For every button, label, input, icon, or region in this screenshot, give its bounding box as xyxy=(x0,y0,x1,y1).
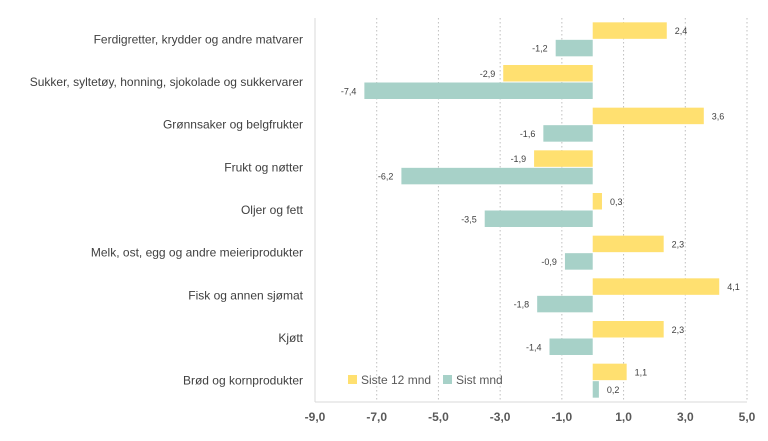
data-label-sist-mnd-frukt-og-nøtter: -6,2 xyxy=(378,172,394,182)
category-labels: Ferdigretter, krydder og andre matvarer S… xyxy=(30,32,304,387)
x-tick-label: -3,0 xyxy=(490,410,511,424)
category-label-melk-ost-egg-og-andre-meieriprodukter: Melk, ost, egg og andre meieriprodukter xyxy=(91,246,303,260)
x-tick-label: -7,0 xyxy=(366,410,387,424)
category-label-brød-og-kornprodukter: Brød og kornprodukter xyxy=(183,374,303,388)
x-tick-label: -5,0 xyxy=(428,410,449,424)
data-label-siste-12-mnd-melk-ost-egg-og-andre-meieriprodukter: 2,3 xyxy=(672,239,685,249)
bar-sist-mnd-oljer-og-fett xyxy=(484,210,593,227)
legend-swatch-siste-12-mnd xyxy=(348,375,357,384)
data-label-sist-mnd-sukker-syltetøy-honning-sjokolade-og-sukkervarer: -7,4 xyxy=(341,86,357,96)
category-label-kjøtt: Kjøtt xyxy=(278,331,303,345)
bar-siste-12-mnd-melk-ost-egg-og-andre-meieriprodukter xyxy=(592,235,664,253)
category-label-fisk-og-annen-sjømat: Fisk og annen sjømat xyxy=(188,288,303,302)
bar-siste-12-mnd-ferdigretter-krydder-og-andre-matvarer xyxy=(592,22,667,39)
bar-siste-12-mnd-frukt-og-nøtter xyxy=(534,150,593,167)
legend-label-sist-mnd: Sist mnd xyxy=(456,373,503,387)
category-label-grønnsaker-og-belgfrukter: Grønnsaker og belgfrukter xyxy=(163,118,303,132)
legend-label-siste-12-mnd: Siste 12 mnd xyxy=(361,373,431,387)
x-tick-label: 1,0 xyxy=(615,410,632,424)
bar-sist-mnd-frukt-og-nøtter xyxy=(401,167,593,185)
bar-sist-mnd-sukker-syltetøy-honning-sjokolade-og-sukkervarer xyxy=(364,82,593,99)
bars: 2,4 -1,2 -2,9 -7,4 3,6 -1,6 -1,9 -6,2 0,3 -3,5 2,3… xyxy=(341,22,740,398)
data-label-siste-12-mnd-ferdigretter-krydder-og-andre-matvarer: 2,4 xyxy=(675,26,688,36)
bar-siste-12-mnd-oljer-og-fett xyxy=(592,193,602,210)
bar-siste-12-mnd-kjøtt xyxy=(592,321,664,338)
data-label-sist-mnd-brød-og-kornprodukter: 0,2 xyxy=(607,385,620,395)
data-label-siste-12-mnd-fisk-og-annen-sjømat: 4,1 xyxy=(727,282,740,292)
data-label-sist-mnd-grønnsaker-og-belgfrukter: -1,6 xyxy=(520,129,536,139)
x-tick-label: -9,0 xyxy=(305,410,326,424)
grid-lines xyxy=(314,18,748,403)
x-tick-label: 3,0 xyxy=(677,410,694,424)
bar-sist-mnd-fisk-og-annen-sjømat xyxy=(537,295,593,313)
data-label-siste-12-mnd-sukker-syltetøy-honning-sjokolade-og-sukkervarer: -2,9 xyxy=(480,69,496,79)
bar-siste-12-mnd-brød-og-kornprodukter xyxy=(592,363,627,381)
legend: Siste 12 mnd Sist mnd xyxy=(348,373,503,387)
bar-siste-12-mnd-grønnsaker-og-belgfrukter xyxy=(592,107,704,125)
category-label-ferdigretter-krydder-og-andre-matvarer: Ferdigretter, krydder og andre matvarer xyxy=(94,32,303,46)
x-tick-labels: -9,0 -7,0 -5,0 -3,0 -1,0 1,0 3,0 5,0 xyxy=(305,410,756,424)
bar-sist-mnd-kjøtt xyxy=(549,338,593,355)
data-label-sist-mnd-oljer-og-fett: -3,5 xyxy=(461,214,477,224)
bar-siste-12-mnd-sukker-syltetøy-honning-sjokolade-og-sukkervarer xyxy=(503,65,593,82)
x-tick-label: -1,0 xyxy=(552,410,573,424)
data-label-siste-12-mnd-grønnsaker-og-belgfrukter: 3,6 xyxy=(712,111,725,121)
data-label-siste-12-mnd-kjøtt: 2,3 xyxy=(672,325,685,335)
bar-sist-mnd-melk-ost-egg-og-andre-meieriprodukter xyxy=(564,253,593,270)
data-label-siste-12-mnd-brød-og-kornprodukter: 1,1 xyxy=(635,367,648,377)
x-tick-label: 5,0 xyxy=(739,410,756,424)
legend-swatch-sist-mnd xyxy=(443,375,452,384)
bar-siste-12-mnd-fisk-og-annen-sjømat xyxy=(592,278,720,295)
data-label-sist-mnd-kjøtt: -1,4 xyxy=(526,342,542,352)
bar-sist-mnd-brød-og-kornprodukter xyxy=(592,381,599,398)
data-label-sist-mnd-melk-ost-egg-og-andre-meieriprodukter: -0,9 xyxy=(541,257,557,267)
data-label-siste-12-mnd-frukt-og-nøtter: -1,9 xyxy=(511,154,527,164)
category-label-frukt-og-nøtter: Frukt og nøtter xyxy=(224,160,303,174)
data-label-siste-12-mnd-oljer-og-fett: 0,3 xyxy=(610,197,623,207)
bar-sist-mnd-grønnsaker-og-belgfrukter xyxy=(543,125,593,142)
category-label-sukker-syltetøy-honning-sjokolade-og-sukkervarer: Sukker, syltetøy, honning, sjokolade og … xyxy=(30,75,303,89)
data-label-sist-mnd-fisk-og-annen-sjømat: -1,8 xyxy=(514,300,530,310)
bar-sist-mnd-ferdigretter-krydder-og-andre-matvarer xyxy=(555,39,593,57)
category-label-oljer-og-fett: Oljer og fett xyxy=(241,203,304,217)
data-label-sist-mnd-ferdigretter-krydder-og-andre-matvarer: -1,2 xyxy=(532,44,548,54)
